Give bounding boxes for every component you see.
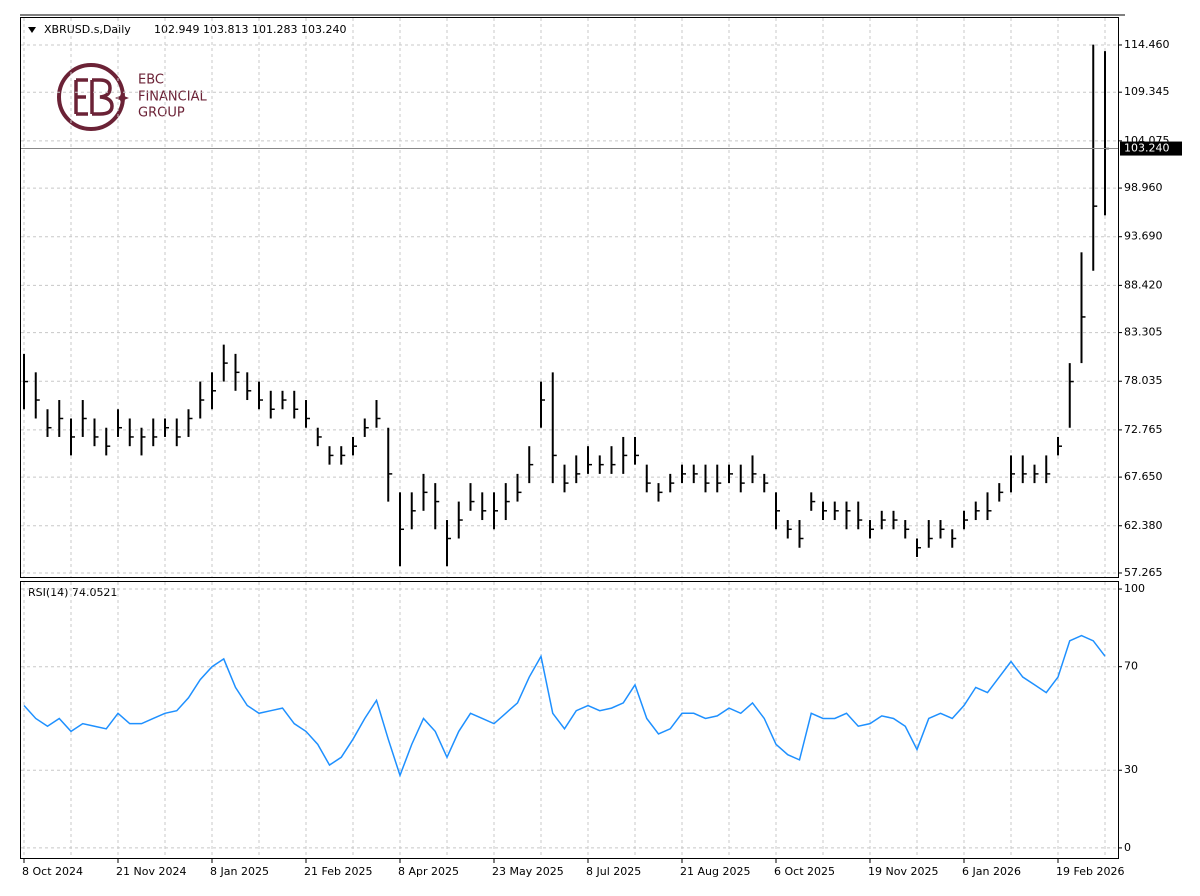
x-tick-label: 19 Feb 2026	[1056, 865, 1124, 878]
logo-monogram	[74, 78, 114, 116]
y-tick-label: 0	[1124, 841, 1131, 854]
x-tick-label: 21 Aug 2025	[680, 865, 750, 878]
y-tick-label: 72.765	[1124, 423, 1163, 436]
y-tick-label: 93.690	[1124, 230, 1163, 243]
x-tick-label: 8 Apr 2025	[398, 865, 459, 878]
logo: EBC FINANCIAL GROUP	[57, 63, 207, 131]
x-tick-label: 6 Jan 2026	[962, 865, 1021, 878]
x-tick-label: 19 Nov 2025	[868, 865, 938, 878]
y-tick-label: 98.960	[1124, 181, 1163, 194]
y-tick-label: 67.650	[1124, 470, 1163, 483]
y-tick-label: 70	[1124, 660, 1138, 673]
y-tick-label: 78.035	[1124, 374, 1163, 387]
x-tick-label: 21 Feb 2025	[304, 865, 372, 878]
y-tick-label: 109.345	[1124, 85, 1170, 98]
rsi-frame	[20, 581, 1119, 859]
y-tick-label: 83.305	[1124, 326, 1163, 339]
logo-star	[115, 91, 129, 105]
x-tick-label: 8 Jul 2025	[586, 865, 641, 878]
y-tick-label: 114.460	[1124, 38, 1170, 51]
ohlc-values: 102.949 103.813 101.283 103.240	[154, 23, 346, 36]
rsi-title: RSI(14) 74.0521	[28, 586, 117, 599]
x-tick-label: 8 Oct 2024	[22, 865, 83, 878]
logo-text: EBC	[138, 73, 164, 88]
last-price-label: 103.240	[1124, 142, 1170, 155]
y-tick-label: 30	[1124, 763, 1138, 776]
y-tick-label: 57.265	[1124, 566, 1163, 579]
x-tick-label: 21 Nov 2024	[116, 865, 186, 878]
x-tick-label: 8 Jan 2025	[210, 865, 269, 878]
y-tick-label: 100	[1124, 582, 1145, 595]
x-tick-label: 6 Oct 2025	[774, 865, 835, 878]
y-tick-label: 88.420	[1124, 278, 1163, 291]
y-tick-label: 62.380	[1124, 519, 1163, 532]
collapse-icon	[28, 27, 36, 33]
symbol-title: XBRUSD.s,Daily	[44, 23, 131, 36]
price-frame	[20, 17, 1119, 578]
logo-text: FINANCIAL	[138, 90, 207, 105]
x-tick-label: 23 May 2025	[492, 865, 564, 878]
last-price-box	[1120, 141, 1182, 156]
rsi-line	[23, 634, 1106, 778]
logo-text: GROUP	[138, 106, 185, 121]
